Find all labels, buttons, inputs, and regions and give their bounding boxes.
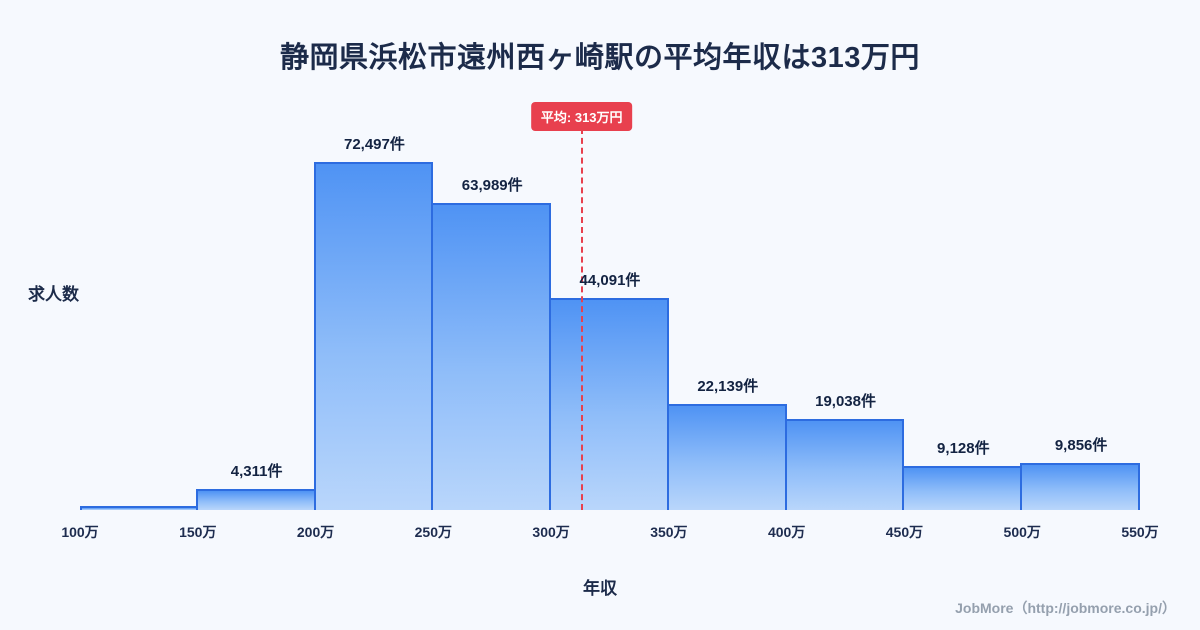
histogram-bar bbox=[666, 404, 787, 510]
histogram-bar bbox=[195, 489, 316, 510]
histogram-bar bbox=[784, 419, 905, 510]
x-axis-tick-label: 300万 bbox=[532, 524, 570, 540]
bar-value-label: 63,989件 bbox=[461, 177, 523, 194]
x-axis-tick-label: 350万 bbox=[650, 524, 688, 540]
footer-credit: JobMore（http://jobmore.co.jp/） bbox=[955, 600, 1176, 616]
x-axis-label: 年収 bbox=[583, 579, 617, 598]
x-axis-tick-label: 100万 bbox=[61, 524, 99, 540]
histogram-bar bbox=[902, 466, 1023, 510]
x-axis-tick-label: 250万 bbox=[414, 524, 453, 540]
histogram-bar bbox=[80, 506, 198, 510]
x-axis-tick-label: 500万 bbox=[1003, 524, 1041, 540]
average-badge: 平均: 313万円 bbox=[530, 102, 633, 131]
bar-value-label: 44,091件 bbox=[579, 272, 641, 289]
histogram-bar bbox=[1020, 463, 1140, 510]
chart-title: 静岡県浜松市遠州西ヶ崎駅の平均年収は313万円 bbox=[280, 42, 920, 74]
bar-value-label: 72,497件 bbox=[343, 136, 405, 153]
histogram-bar bbox=[431, 203, 552, 510]
histogram-bar bbox=[549, 298, 669, 510]
bar-value-label: 19,038件 bbox=[815, 393, 876, 410]
average-dashed-line bbox=[580, 128, 583, 510]
y-axis-label: 求人数 bbox=[28, 285, 79, 304]
x-axis-tick-label: 550万 bbox=[1121, 524, 1159, 540]
salary-histogram-plot-area: 平均: 313万円 4,311件 72,497件 63,989件 44,091件 22,… bbox=[61, 100, 1159, 540]
x-axis-tick-label: 450万 bbox=[885, 524, 924, 540]
histogram-bar bbox=[313, 162, 434, 510]
x-axis-tick-label: 150万 bbox=[179, 524, 217, 540]
bar-value-label: 9,128件 bbox=[937, 440, 990, 457]
x-axis-tick-label: 400万 bbox=[767, 524, 806, 540]
x-axis-tick-label: 200万 bbox=[296, 524, 335, 540]
bar-value-label: 9,856件 bbox=[1054, 437, 1108, 454]
bar-value-label: 4,311件 bbox=[230, 463, 283, 480]
bar-value-label: 22,139件 bbox=[697, 378, 759, 395]
